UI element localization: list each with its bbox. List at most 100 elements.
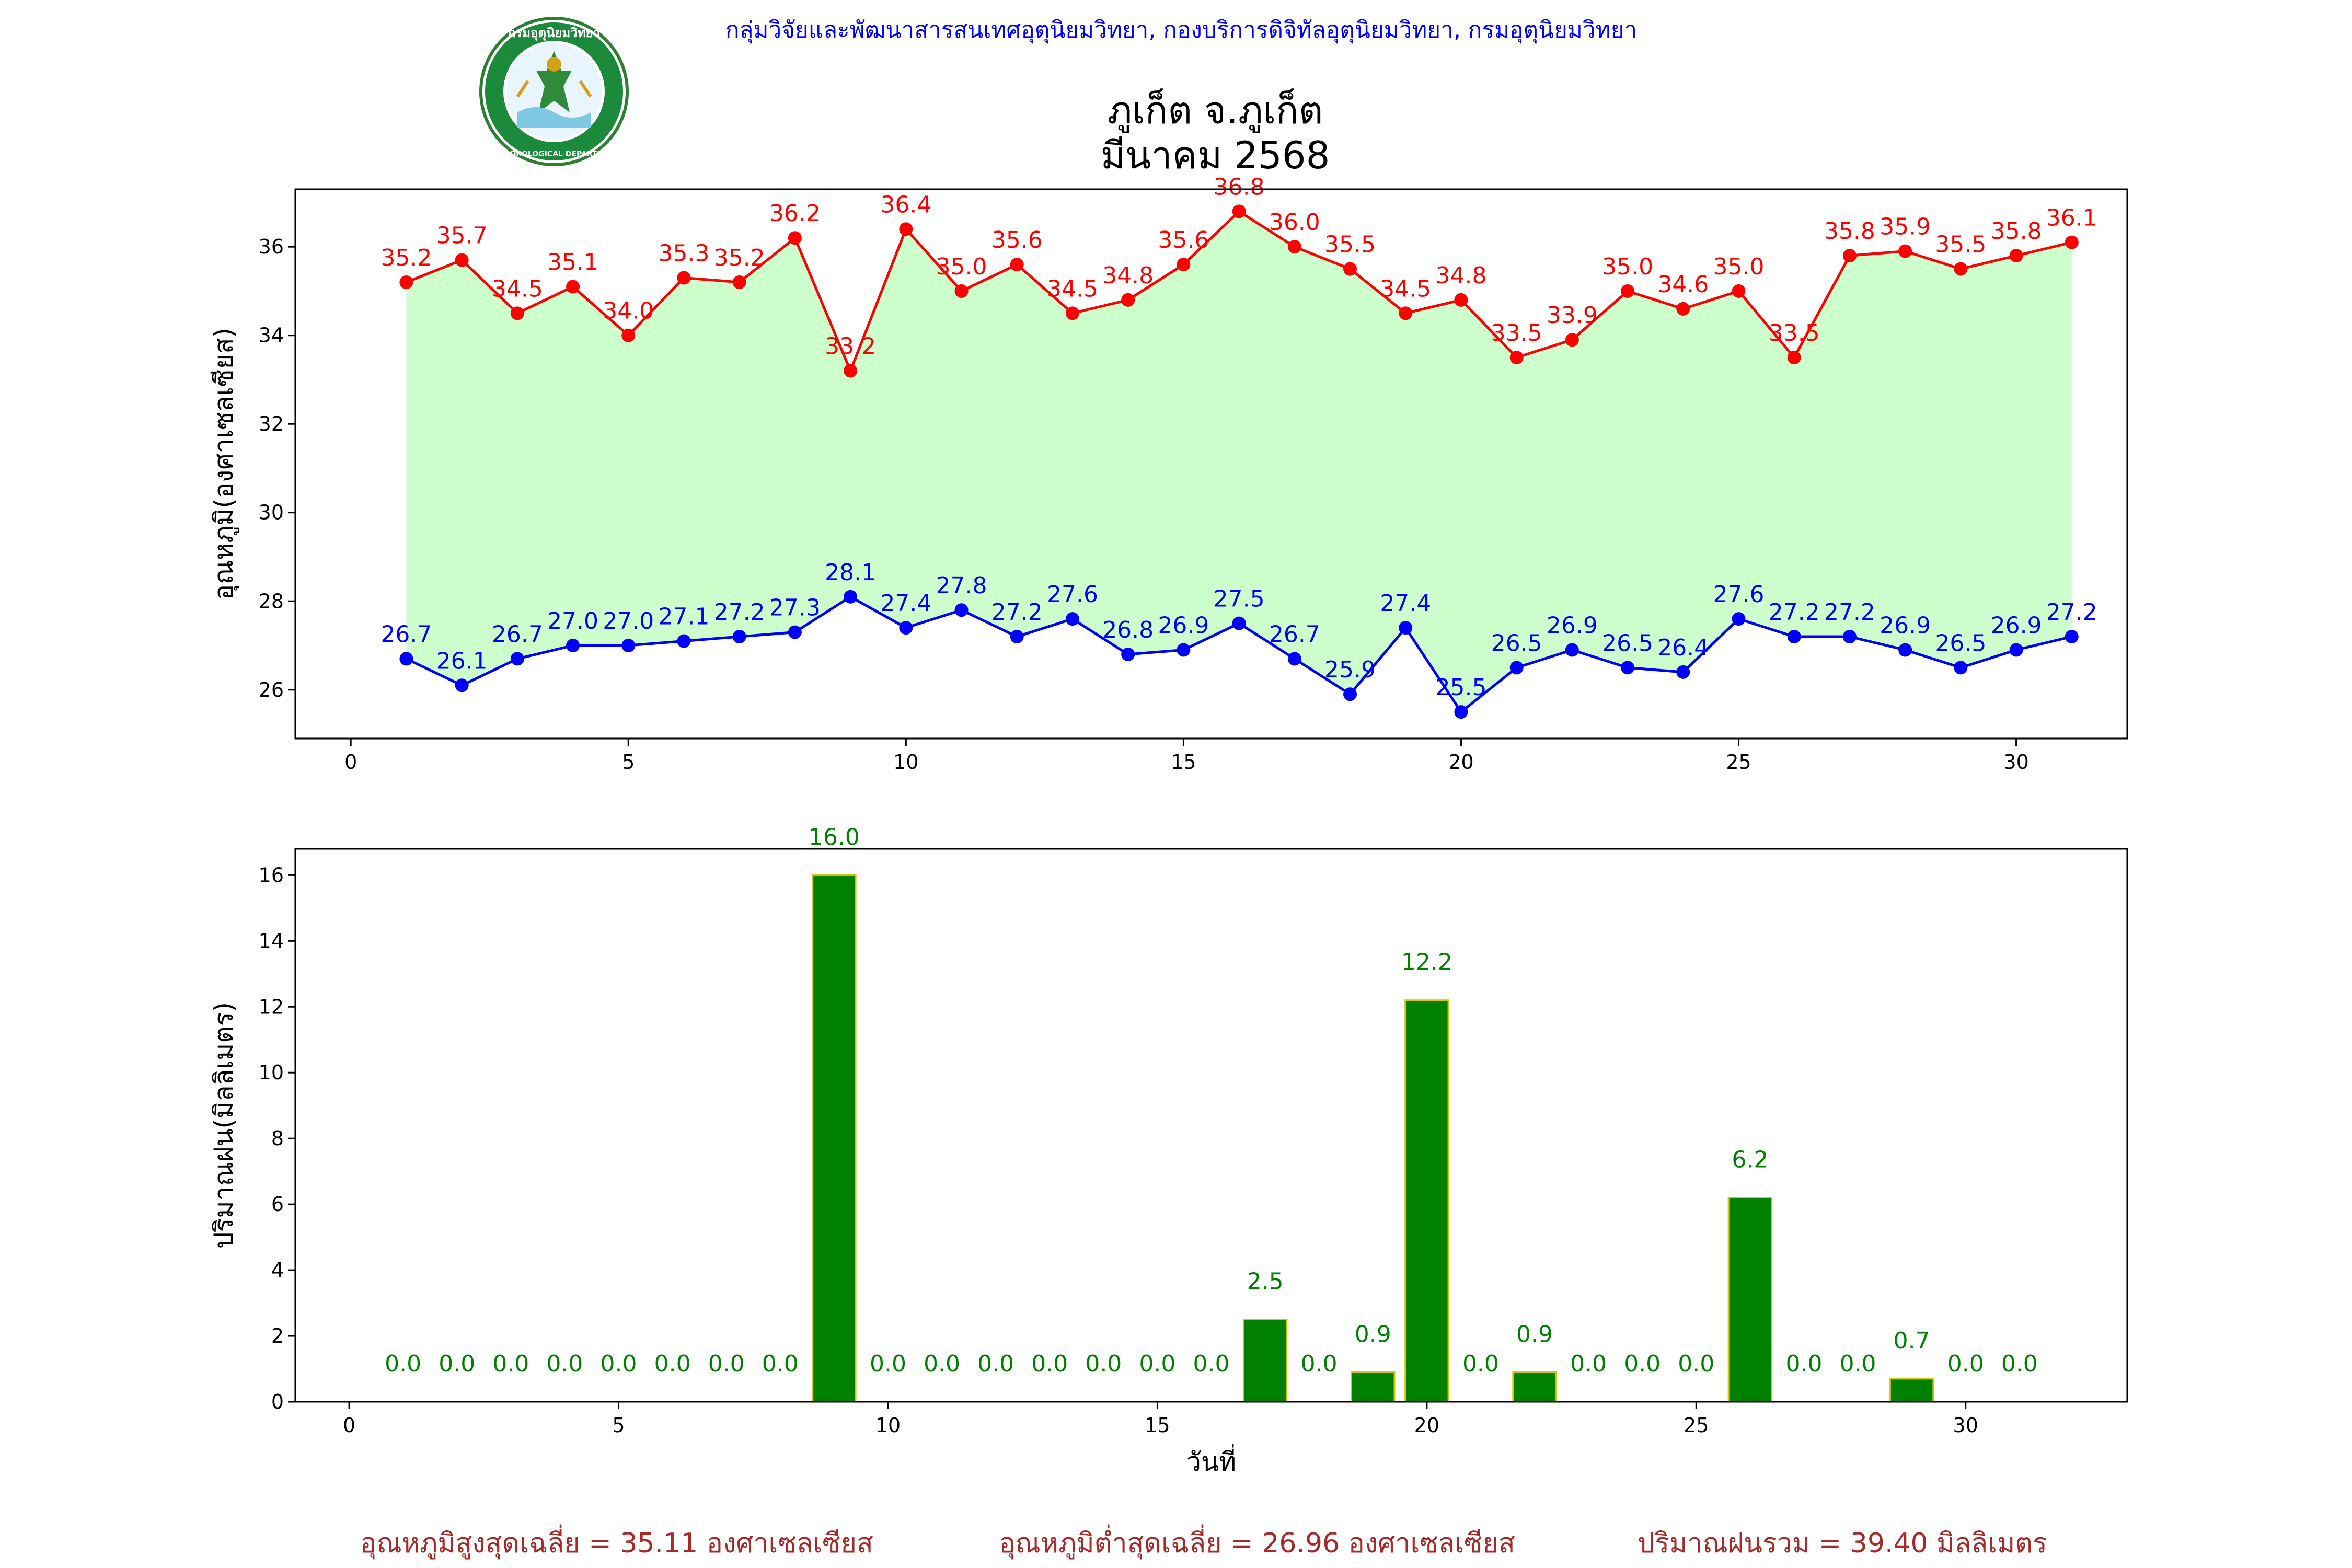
min-temp-data-label: 26.9 — [1547, 612, 1598, 639]
max-temp-data-label: 36.4 — [880, 191, 931, 218]
min-temp-point — [788, 625, 802, 639]
x-tick-label: 25 — [1726, 751, 1751, 774]
rain-data-label: 0.0 — [1678, 1351, 1714, 1377]
min-temp-point — [455, 678, 469, 693]
min-temp-data-label: 26.1 — [436, 648, 488, 674]
min-temp-point — [899, 621, 913, 635]
y-tick-label: 0 — [271, 1390, 284, 1413]
rain-data-label: 0.0 — [1785, 1351, 1822, 1377]
max-temp-point — [1010, 258, 1024, 272]
max-temp-point — [1121, 293, 1135, 307]
min-temp-data-label: 27.6 — [1047, 581, 1098, 608]
max-temp-data-label: 35.5 — [1324, 232, 1376, 258]
max-temp-point — [1232, 204, 1246, 218]
max-temp-point — [1287, 240, 1301, 254]
y-tick-label: 28 — [259, 590, 284, 613]
min-temp-data-label: 25.5 — [1435, 674, 1486, 701]
x-tick-label: 20 — [1414, 1414, 1439, 1437]
max-temp-data-label: 33.5 — [1769, 320, 1820, 347]
min-temp-point — [1732, 612, 1746, 626]
max-temp-point — [2065, 235, 2079, 249]
min-temp-data-label: 27.3 — [769, 595, 821, 621]
y-tick-label: 8 — [271, 1127, 284, 1150]
min-temp-point — [1954, 661, 1968, 675]
max-temp-data-label: 36.8 — [1214, 174, 1265, 200]
max-temp-data-label: 34.0 — [603, 298, 654, 325]
x-tick-label: 10 — [893, 751, 918, 774]
tmd-logo: กรมอุตุนิยมวิทยา METEOROLOGICAL DEPARTME… — [479, 17, 629, 166]
max-temp-data-label: 35.3 — [659, 240, 710, 267]
x-tick-label: 5 — [612, 1414, 625, 1437]
logo-text-top: กรมอุตุนิยมวิทยา — [508, 26, 600, 41]
max-temp-data-label: 34.5 — [1047, 275, 1098, 302]
y-tick-label: 36 — [259, 235, 284, 258]
rain-data-label: 0.0 — [546, 1351, 583, 1377]
max-temp-data-label: 36.1 — [2046, 205, 2097, 232]
max-temp-data-label: 36.0 — [1269, 209, 1320, 236]
min-temp-point — [621, 639, 636, 653]
min-temp-data-label: 27.2 — [991, 599, 1043, 626]
max-temp-point — [1065, 306, 1079, 320]
x-tick-label: 10 — [875, 1414, 901, 1437]
rain-bar — [1512, 1371, 1557, 1403]
rain-data-label: 0.0 — [1462, 1351, 1499, 1377]
x-tick-label: 15 — [1145, 1414, 1170, 1437]
x-tick-label: 20 — [1448, 751, 1473, 774]
min-temp-data-label: 26.9 — [1158, 612, 1209, 639]
chart-title-line1: ภูเก็ต จ.ภูเก็ต — [1108, 88, 1323, 133]
max-temp-point — [1177, 258, 1191, 272]
rain-data-label: 6.2 — [1732, 1147, 1768, 1173]
min-temp-data-label: 27.0 — [547, 608, 598, 635]
min-temp-point — [1010, 630, 1024, 644]
max-temp-point — [1343, 262, 1357, 276]
min-temp-point — [732, 630, 746, 644]
rain-data-label: 0.0 — [654, 1351, 691, 1377]
min-temp-point — [1509, 661, 1524, 675]
rain-data-label: 0.0 — [870, 1351, 906, 1377]
min-temp-point — [566, 639, 580, 653]
max-temp-data-label: 35.5 — [1935, 232, 1986, 258]
y-axis-label: ปริมาณฝน(มิลลิเมตร) — [209, 1002, 239, 1249]
summary-total-rain: ปริมาณฝนรวม = 39.40 มิลลิเมตร — [1638, 1528, 2047, 1559]
min-temp-point — [2009, 643, 2023, 657]
summary-avg-max: อุณหภูมิสูงสุดเฉลี่ย = 35.11 องศาเซลเซีย… — [360, 1524, 873, 1560]
max-temp-data-label: 35.8 — [1824, 218, 1875, 245]
min-temp-data-label: 27.0 — [603, 608, 654, 635]
y-tick-label: 34 — [259, 324, 284, 347]
rain-bar — [1889, 1378, 1934, 1403]
rain-data-label: 0.0 — [439, 1351, 475, 1377]
max-temp-data-label: 34.6 — [1657, 271, 1709, 298]
min-temp-data-label: 26.8 — [1102, 617, 1154, 643]
max-temp-point — [899, 222, 913, 236]
max-temp-data-label: 35.0 — [936, 253, 987, 280]
y-tick-label: 10 — [259, 1061, 284, 1084]
max-temp-data-label: 35.8 — [1991, 218, 2042, 245]
rain-data-label: 0.0 — [1085, 1351, 1122, 1377]
max-temp-data-label: 35.2 — [714, 245, 765, 271]
y-tick-label: 12 — [259, 995, 284, 1018]
rain-bar — [1404, 999, 1449, 1403]
logo-text-bottom: METEOROLOGICAL DEPARTMENT — [488, 150, 621, 158]
min-temp-point — [1399, 621, 1413, 635]
max-temp-data-label: 33.9 — [1547, 302, 1598, 329]
rain-data-label: 0.0 — [1193, 1351, 1230, 1377]
min-temp-data-label: 26.7 — [381, 621, 432, 648]
max-temp-point — [1509, 351, 1524, 365]
min-temp-data-label: 27.2 — [1769, 599, 1820, 626]
max-temp-point — [510, 306, 524, 320]
min-temp-point — [1565, 643, 1579, 657]
max-temp-point — [788, 231, 802, 245]
min-temp-point — [1898, 643, 1912, 657]
rain-data-label: 0.0 — [708, 1351, 745, 1377]
y-axis-label: อุณหภูมิ(องศาเซลเซียส) — [209, 328, 239, 600]
max-temp-point — [1565, 333, 1579, 347]
max-temp-data-label: 35.1 — [547, 249, 598, 275]
rain-data-label: 0.0 — [492, 1351, 529, 1377]
min-temp-data-label: 27.4 — [880, 590, 931, 617]
min-temp-point — [677, 634, 691, 648]
max-temp-data-label: 33.5 — [1491, 320, 1542, 347]
rain-data-label: 0.0 — [385, 1351, 421, 1377]
max-temp-point — [2009, 249, 2023, 263]
min-temp-data-label: 26.5 — [1935, 630, 1986, 656]
